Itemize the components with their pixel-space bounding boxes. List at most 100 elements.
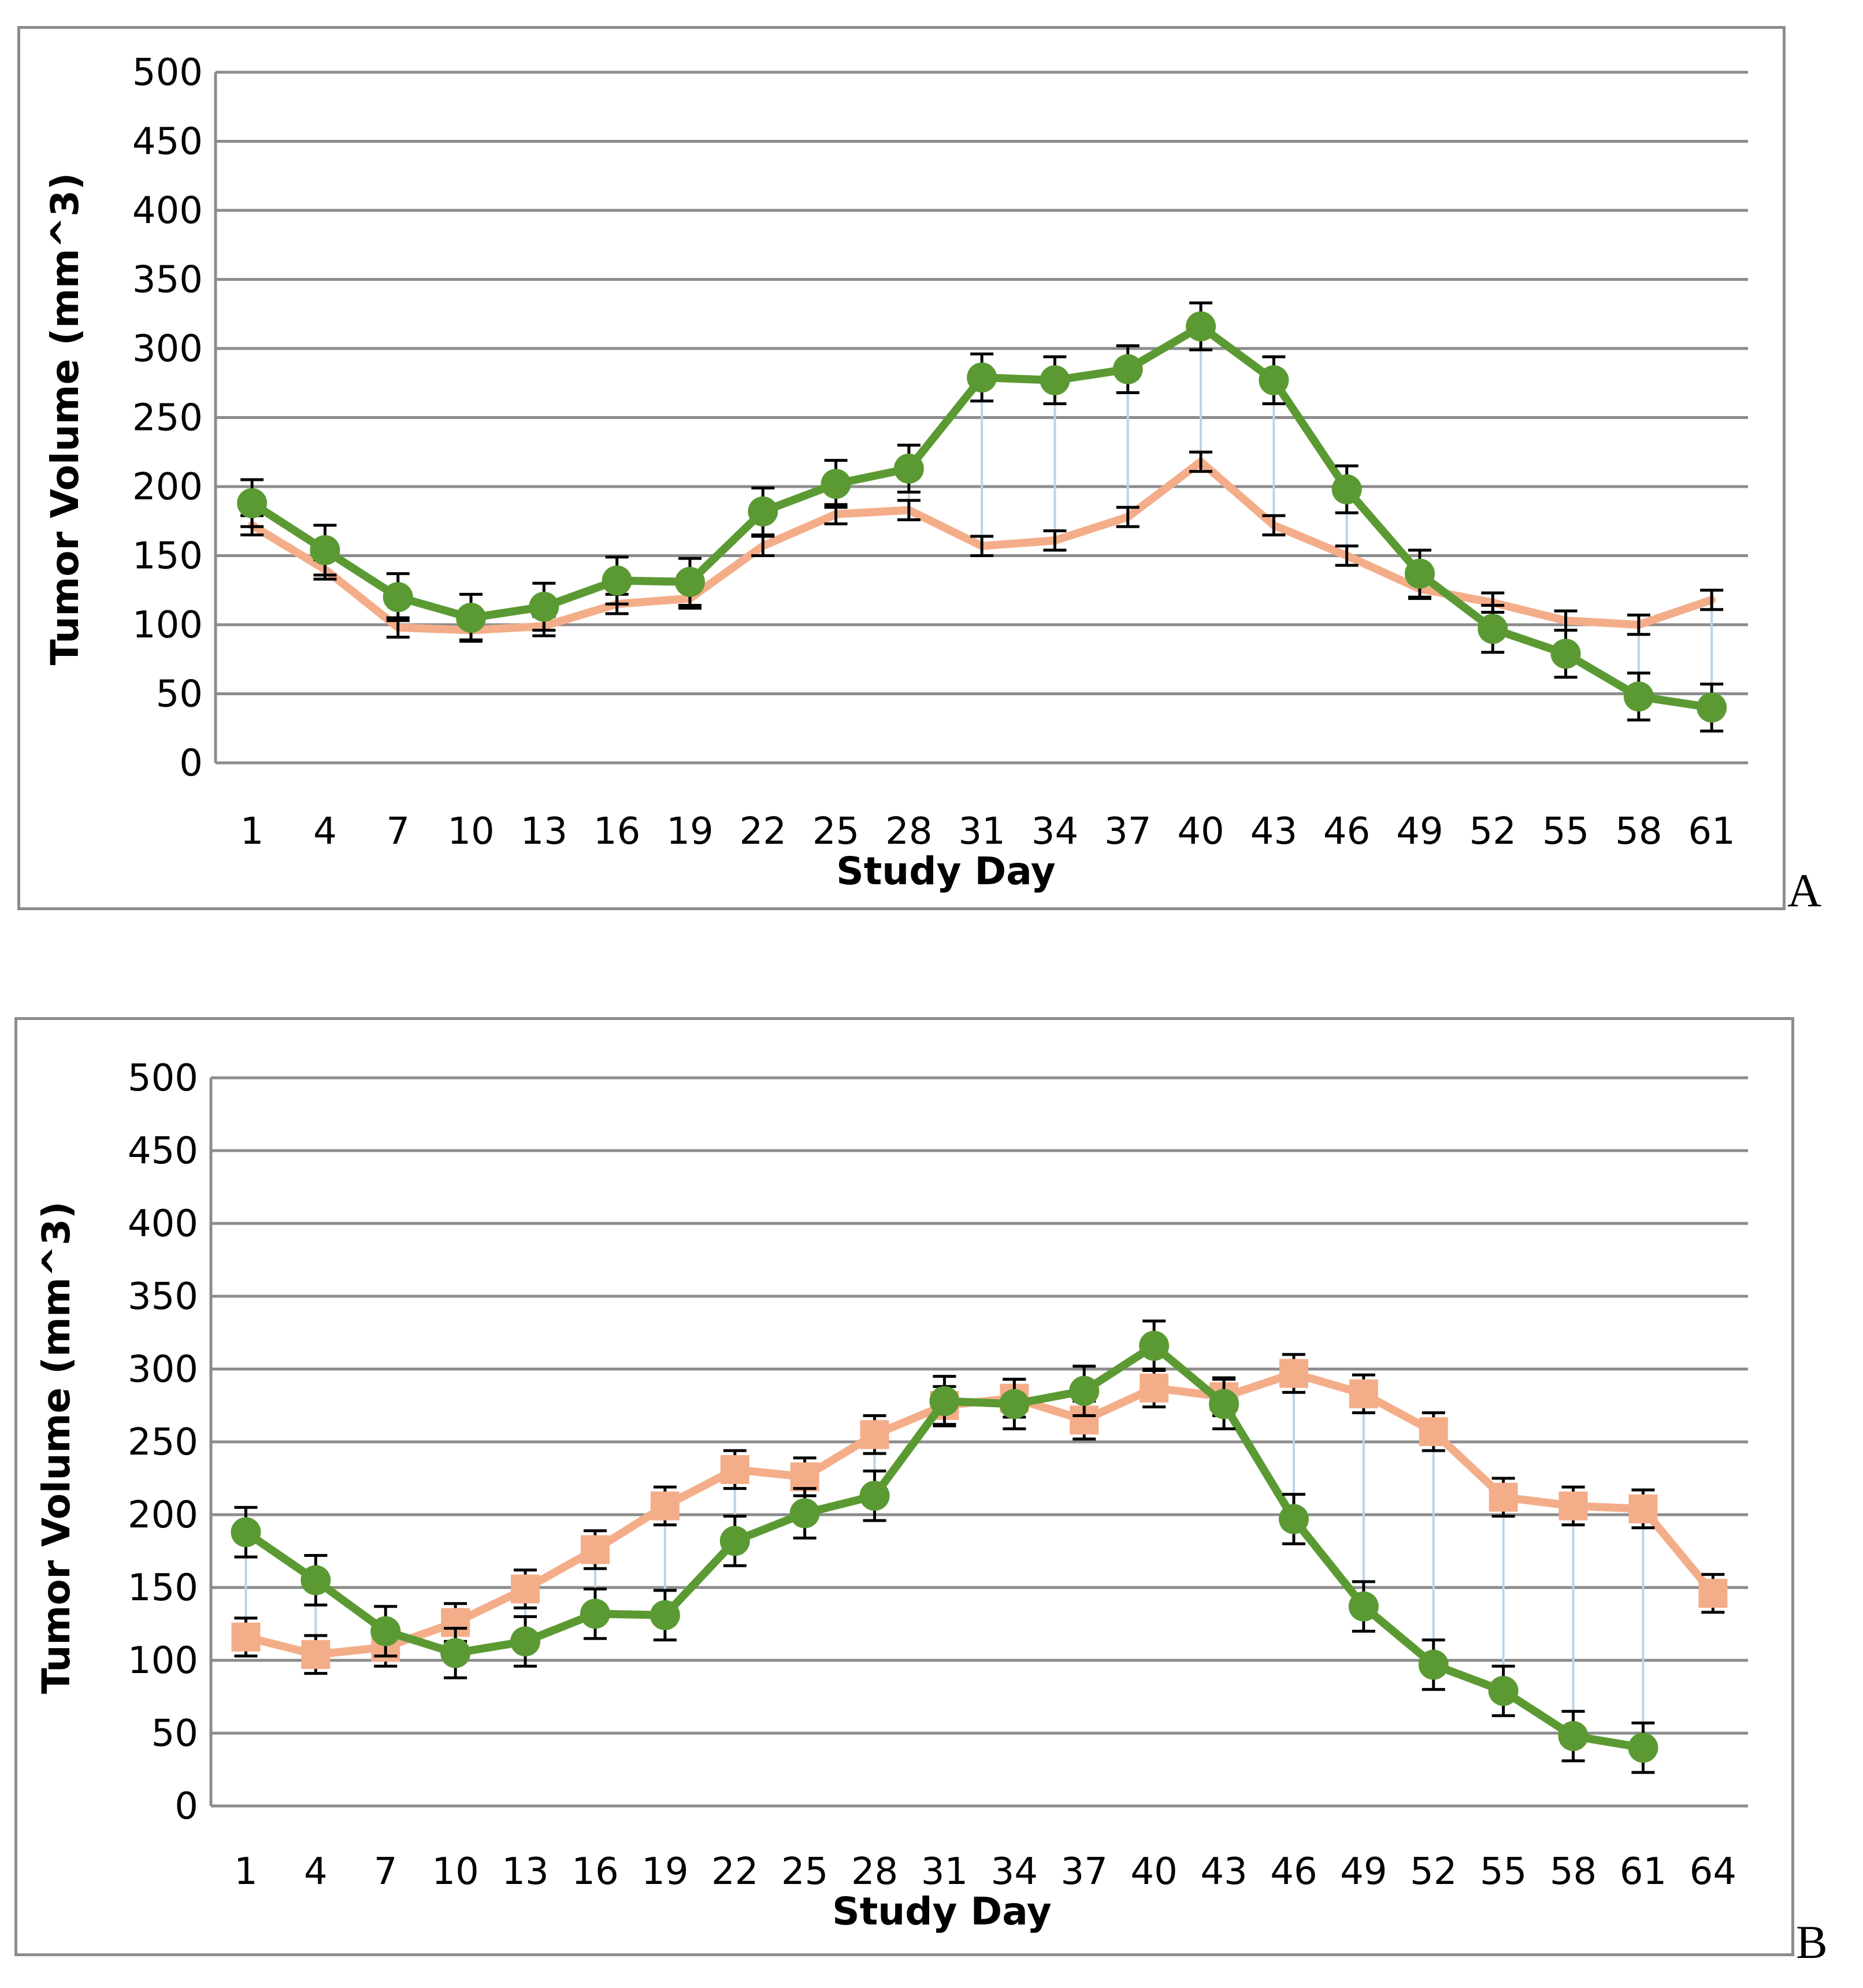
x-tick-label: 10: [447, 810, 494, 853]
x-tick-label: 52: [1410, 1850, 1457, 1893]
data-point-circle: [929, 1386, 960, 1416]
chart-b-gridlines: [209, 1076, 1748, 1808]
data-point-circle: [440, 1638, 471, 1668]
x-tick-label: 40: [1130, 1850, 1177, 1893]
x-tick-label: 34: [991, 1850, 1038, 1893]
x-tick-label: 22: [740, 810, 786, 853]
data-point-circle: [821, 469, 851, 499]
data-point-circle: [999, 1389, 1030, 1419]
panel-label-a: A: [1787, 864, 1822, 917]
y-tick-label: 300: [132, 328, 203, 370]
data-point-circle: [748, 496, 778, 527]
y-tick-label: 150: [128, 1567, 198, 1609]
x-tick-label: 19: [666, 810, 713, 853]
data-point-circle: [1697, 692, 1727, 723]
series-green-circles: [237, 301, 1727, 733]
data-point-circle: [383, 582, 413, 613]
y-tick-label: 350: [132, 259, 203, 302]
data-point-square: [1698, 1579, 1728, 1608]
data-point-circle: [1259, 365, 1289, 395]
series-green-circles: [231, 1319, 1658, 1774]
data-point-square: [231, 1622, 261, 1652]
chart-a-svg: 0 50 100 150 200 250 300 350 400 450 500 1 4 7 10 13 16…: [43, 51, 1748, 893]
data-point-circle: [1550, 639, 1581, 669]
data-point-circle: [1348, 1591, 1379, 1622]
x-tick-label: 52: [1469, 810, 1516, 853]
y-tick-label: 100: [128, 1640, 198, 1682]
y-tick-label: 400: [132, 190, 203, 232]
data-point-circle: [602, 565, 632, 596]
data-point-circle: [967, 362, 997, 393]
chart-b-series: [231, 1319, 1728, 1774]
chart-panel-a: 0 50 100 150 200 250 300 350 400 450 500 1 4 7 10 13 16…: [17, 26, 1786, 910]
data-point-circle: [719, 1526, 750, 1556]
data-point-circle: [237, 488, 268, 518]
x-tick-label: 34: [1031, 810, 1078, 853]
data-point-circle: [1418, 1649, 1449, 1680]
data-point-circle: [1558, 1721, 1589, 1752]
y-tick-label: 250: [132, 397, 203, 440]
x-tick-label: 40: [1177, 810, 1224, 853]
y-tick-label: 400: [128, 1203, 198, 1245]
x-tick-label: 1: [234, 1850, 258, 1893]
x-tick-label: 16: [571, 1850, 618, 1893]
data-point-circle: [1331, 474, 1362, 505]
data-point-square: [1489, 1482, 1518, 1512]
data-point-circle: [1040, 365, 1070, 395]
chart-panel-b: 0 50 100 150 200 250 300 350 400 450 500 1 4 7 10 13 16…: [14, 1017, 1794, 1956]
x-tick-label: 49: [1340, 1850, 1387, 1893]
data-point-circle: [1623, 681, 1654, 712]
y-tick-label: 450: [132, 121, 203, 164]
x-tick-label: 13: [502, 1850, 548, 1893]
data-point-circle: [650, 1600, 680, 1630]
data-point-square: [580, 1535, 610, 1564]
data-point-circle: [1628, 1733, 1658, 1763]
x-tick-label: 16: [593, 810, 640, 853]
data-point-circle: [310, 535, 340, 565]
data-point-square: [860, 1420, 889, 1449]
y-tick-label: 450: [128, 1130, 198, 1173]
x-tick-label: 22: [711, 1850, 758, 1893]
data-point-circle: [674, 566, 705, 597]
y-tick-label: 50: [151, 1712, 198, 1755]
x-tick-label: 25: [812, 810, 859, 853]
x-tick-label: 58: [1550, 1850, 1597, 1893]
x-tick-label: 31: [958, 810, 1005, 853]
data-point-circle: [789, 1498, 820, 1529]
x-tick-label: 7: [386, 810, 410, 853]
x-tick-label: 61: [1620, 1850, 1667, 1893]
x-tick-label: 25: [781, 1850, 828, 1893]
chart-a-series: [237, 301, 1727, 733]
data-point-circle: [370, 1616, 401, 1646]
y-tick-label: 300: [128, 1348, 198, 1391]
x-tick-label: 46: [1270, 1850, 1317, 1893]
chart-b-y-tick-labels: 0 50 100 150 200 250 300 350 400 450 500: [128, 1057, 198, 1828]
x-tick-label: 7: [374, 1850, 398, 1893]
data-point-square: [1419, 1417, 1448, 1447]
data-point-circle: [1488, 1675, 1519, 1706]
x-tick-label: 64: [1690, 1850, 1736, 1893]
data-point-circle: [1209, 1389, 1239, 1419]
data-point-circle: [1186, 311, 1216, 342]
x-tick-label: 37: [1104, 810, 1151, 853]
y-tick-label: 350: [128, 1275, 198, 1318]
data-point-square: [650, 1491, 680, 1520]
data-point-square: [1628, 1494, 1658, 1523]
data-point-square: [301, 1640, 331, 1669]
x-tick-label: 4: [304, 1850, 328, 1893]
data-point-square: [1279, 1359, 1308, 1388]
x-tick-label: 61: [1688, 810, 1735, 853]
data-point-circle: [1112, 354, 1143, 384]
data-point-circle: [456, 603, 487, 633]
data-point-circle: [231, 1517, 261, 1548]
data-point-circle: [300, 1565, 331, 1596]
x-tick-label: 28: [885, 810, 932, 853]
x-tick-label: 46: [1323, 810, 1370, 853]
x-tick-label: 37: [1061, 1850, 1108, 1893]
x-tick-label: 55: [1480, 1850, 1527, 1893]
chart-a-x-axis-title: Study Day: [836, 849, 1056, 893]
x-tick-label: 58: [1615, 810, 1662, 853]
data-point-square: [1349, 1379, 1378, 1408]
data-point-square: [1140, 1373, 1169, 1403]
chart-b-x-tick-labels: 1 4 7 10 13 16 19 22 25 28 31 34 37 40 43 46 49 52 55 58 61 6…: [234, 1850, 1736, 1893]
